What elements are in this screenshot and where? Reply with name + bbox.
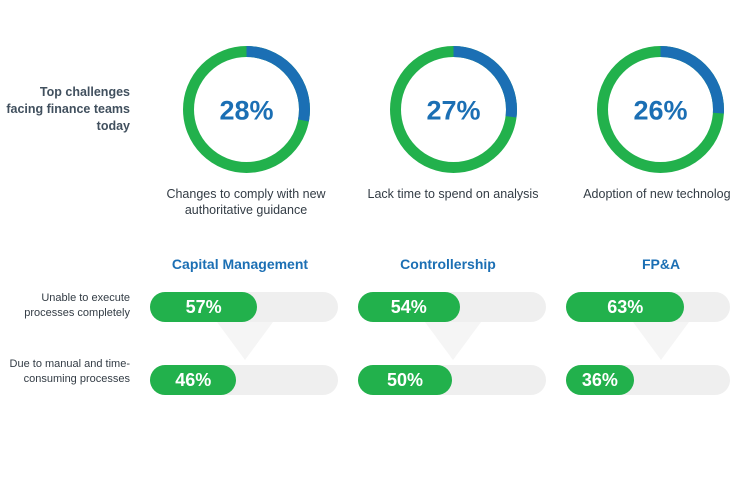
donut-percent-label: 28% (219, 96, 273, 126)
bar-fill (358, 292, 460, 322)
donut-caption: Lack time to spend on analysis (367, 187, 539, 201)
bar-track: 36% (566, 365, 730, 395)
row-label: Due to manual and time-consuming process… (9, 358, 130, 385)
bar-value-label: 57% (185, 297, 222, 317)
donut-percent-label: 27% (426, 96, 480, 126)
donut-caption: Changes to comply with new authoritative… (166, 187, 326, 217)
bar-fill (150, 292, 258, 322)
chevron-divider (425, 322, 481, 360)
donut-chart: 26% (596, 46, 724, 173)
bar-fill (358, 365, 452, 395)
bar-value-label: 50% (386, 370, 424, 390)
bar-track: 63% (566, 292, 730, 322)
donut-value-arc (596, 46, 724, 173)
bar-fill (566, 292, 685, 322)
donut-chart: 27% (389, 46, 517, 173)
column-title: Capital Management (171, 256, 309, 272)
donut-value-arc (389, 46, 517, 173)
donut-percent-label: 26% (633, 96, 687, 126)
bar-track: 46% (150, 365, 338, 395)
bar-value-label: 63% (607, 297, 644, 317)
bar-track: 54% (358, 292, 546, 322)
chevron-divider (217, 322, 273, 360)
column-title: Controllership (400, 256, 496, 272)
donut-value-arc (182, 46, 310, 173)
bar-fill (566, 365, 634, 395)
bar-value-label: 46% (175, 370, 212, 390)
bar-value-label: 36% (581, 370, 618, 390)
bar-value-label: 54% (390, 297, 427, 317)
donut-chart: 28% (182, 46, 310, 173)
bar-fill (150, 365, 237, 395)
bar-track: 57% (150, 292, 338, 322)
row-label: Unable to execute processes completely (24, 292, 130, 319)
column-title: FP&A (641, 256, 681, 272)
bar-track: 50% (358, 365, 546, 395)
chevron-divider (633, 322, 689, 360)
section-heading: Top challenges facing finance teams toda… (6, 85, 130, 133)
donut-caption: Adoption of new technology (583, 187, 730, 201)
